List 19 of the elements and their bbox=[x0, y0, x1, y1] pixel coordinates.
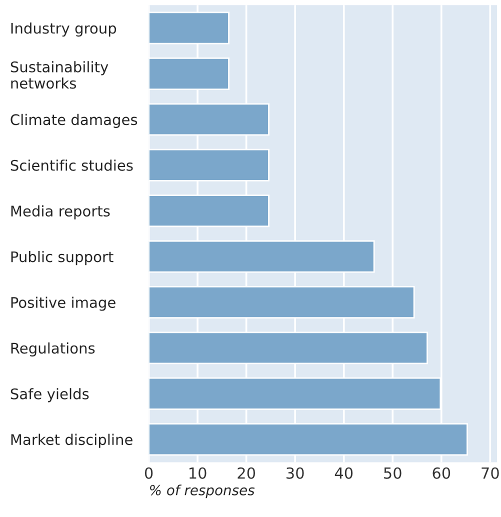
y-tick-label: Climate damages bbox=[10, 114, 138, 128]
x-tick-label: 50 bbox=[384, 467, 402, 479]
y-tick-label: Positive image bbox=[11, 296, 116, 311]
y-tick-label: Industry group bbox=[11, 22, 116, 37]
y-tick-label: Scientific studies bbox=[10, 160, 133, 171]
x-tick-label: 0 bbox=[144, 467, 153, 479]
x-tick-label: 40 bbox=[334, 467, 353, 479]
y-tick-label: Public support bbox=[11, 250, 114, 266]
x-tick-label: 30 bbox=[286, 467, 304, 479]
x-tick-label: 10 bbox=[190, 467, 206, 479]
x-tick-label: 60 bbox=[432, 467, 450, 479]
y-tick-label: Safe yields bbox=[10, 388, 89, 402]
x-axis-title: % of responses bbox=[150, 484, 255, 498]
y-tick-label: Sustainability networks bbox=[10, 61, 108, 89]
y-tick-label: Market discipline bbox=[11, 434, 132, 448]
x-tick-label: 70 bbox=[482, 467, 499, 479]
y-tick-label: Media reports bbox=[11, 205, 110, 220]
y-tick-label: Regulations bbox=[11, 342, 95, 357]
x-tick-label: 20 bbox=[238, 467, 256, 479]
